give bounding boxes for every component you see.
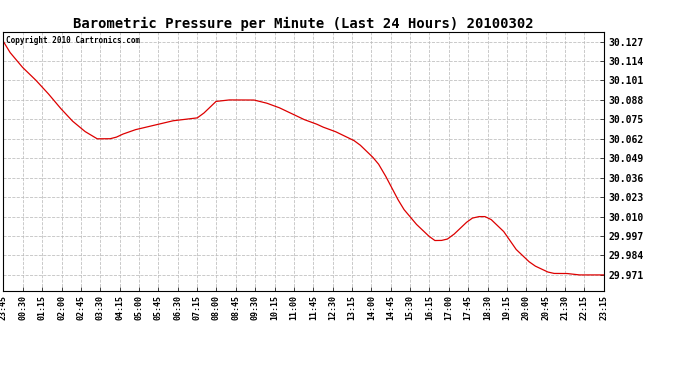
Title: Barometric Pressure per Minute (Last 24 Hours) 20100302: Barometric Pressure per Minute (Last 24 … — [73, 16, 534, 31]
Text: Copyright 2010 Cartronics.com: Copyright 2010 Cartronics.com — [6, 36, 141, 45]
